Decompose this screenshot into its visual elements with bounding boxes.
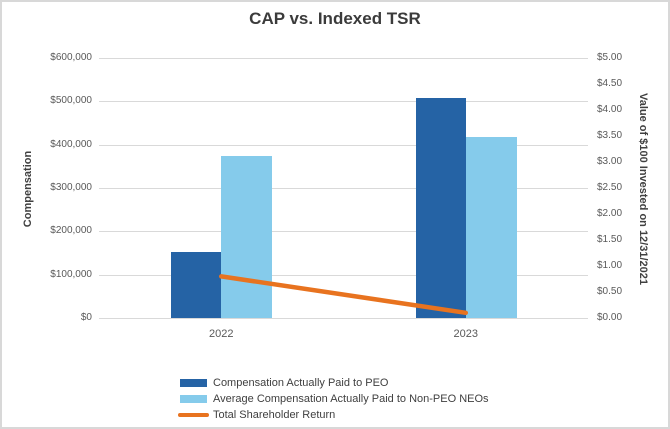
y-axis-tick-label-right: $2.50 xyxy=(597,182,623,193)
y-axis-left: $600,000 $500,000 $400,000 $300,000 $200,000… xyxy=(2,53,92,323)
y-axis-tick-label-right: $4.50 xyxy=(597,78,623,89)
legend-item-peo-cap: Compensation Actually Paid to PEO xyxy=(180,375,489,391)
gridline xyxy=(99,318,588,319)
y-axis-tick-label-right: $1.00 xyxy=(597,260,623,271)
gridline xyxy=(99,188,588,189)
gridline xyxy=(99,101,588,103)
gridline xyxy=(99,144,588,146)
y-axis-tick-label-left: $0 xyxy=(80,312,92,323)
peo-cap-bar-2022 xyxy=(171,252,222,318)
peo-cap-bar-2023 xyxy=(415,97,466,318)
chart-title: CAP vs. Indexed TSR xyxy=(249,9,421,28)
legend-item-tsr: Total Shareholder Return xyxy=(178,407,489,423)
y-axis-tick-label-left: $400,000 xyxy=(50,138,92,150)
legend: Compensation Actually Paid to PEO Averag… xyxy=(178,375,489,423)
x-axis-label-2022: 2022 xyxy=(209,328,234,340)
y-axis-right: $5.00 $4.50 $4.00 $3.50 $3.00 $2.50 $2.00 $1.50… xyxy=(597,53,667,323)
y-axis-tick-label-left: $200,000 xyxy=(50,225,92,237)
y-axis-tick-label-right: $0.00 xyxy=(597,312,623,323)
gridline xyxy=(99,231,588,233)
y-axis-tick-label-right: $3.00 xyxy=(597,156,623,167)
y-axis-tick-label-left: $300,000 xyxy=(50,182,92,193)
gridline xyxy=(99,274,588,276)
y-axis-tick-label-left: $600,000 xyxy=(50,52,92,63)
y-axis-tick-label-right: $2.00 xyxy=(597,208,623,219)
tsr-line-swatch xyxy=(178,412,209,418)
legend-label-peo-cap: Compensation Actually Paid to PEO xyxy=(213,377,389,389)
y-axis-tick-label-right: $3.50 xyxy=(597,130,623,141)
peo-cap-swatch xyxy=(180,379,207,387)
y-axis-tick-label-right: $1.50 xyxy=(597,234,623,245)
non-peo-cap-swatch xyxy=(180,395,207,403)
legend-label-non-peo-cap: Average Compensation Actually Paid to No… xyxy=(213,393,489,405)
x-axis-label-2023: 2023 xyxy=(453,328,478,340)
tsr-line xyxy=(219,274,468,316)
y-axis-tick-label-right: $4.00 xyxy=(597,104,623,115)
plot-area xyxy=(99,58,588,319)
legend-item-non-peo-cap: Average Compensation Actually Paid to No… xyxy=(180,391,489,407)
y-axis-tick-label-left: $500,000 xyxy=(50,95,92,107)
gridline xyxy=(99,58,588,59)
y-axis-tick-label-left: $100,000 xyxy=(50,268,92,280)
x-axis: 2022 2023 xyxy=(99,328,588,342)
legend-label-tsr: Total Shareholder Return xyxy=(213,409,336,421)
non-peo-cap-bar-2023 xyxy=(465,136,517,318)
y-axis-tick-label-right: $0.50 xyxy=(597,286,623,297)
y-axis-tick-label-right: $5.00 xyxy=(597,52,623,63)
non-peo-cap-bar-2022 xyxy=(221,155,273,318)
